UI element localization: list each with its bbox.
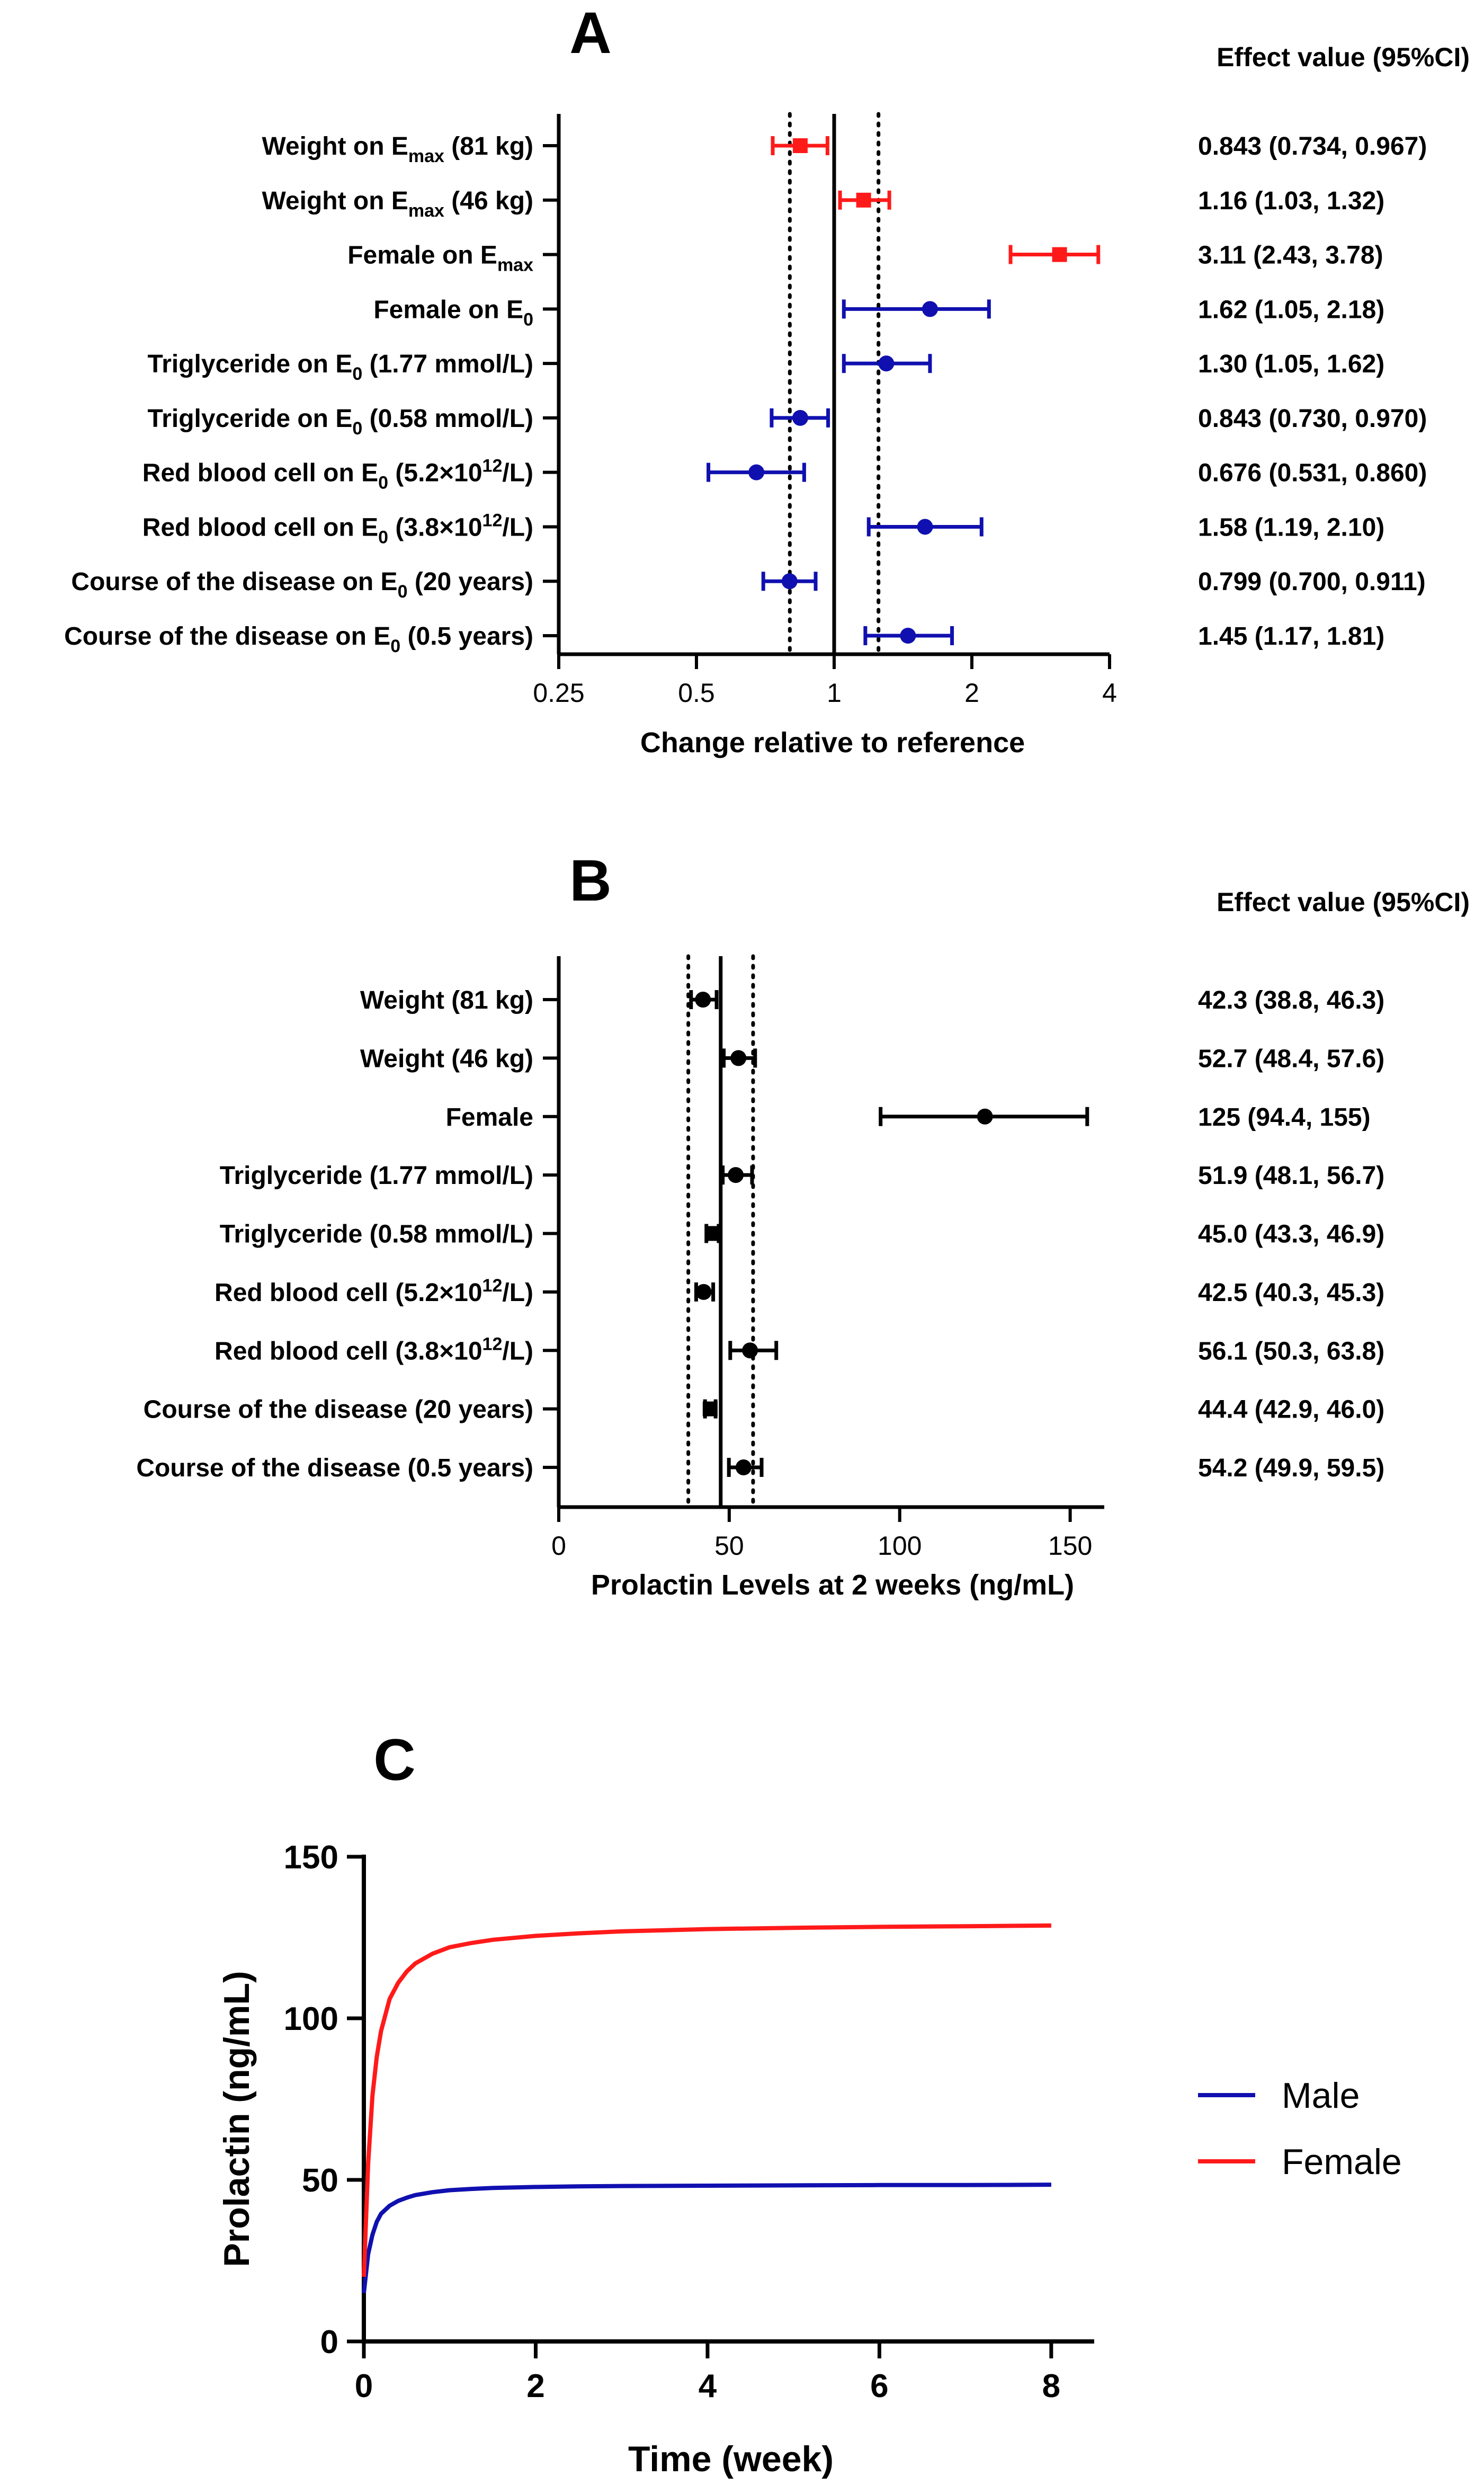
panel-a: A Effect value (95%CI) Change relative t… — [64, 1, 1470, 759]
effect-value-text: 125 (94.4, 155) — [1198, 1103, 1371, 1132]
row-label: Course of the disease on E0 (20 years) — [71, 568, 533, 602]
panel-c: C Time (week) Prolactin (ng/mL) 0 50 100 15… — [217, 1727, 1402, 2479]
x-tick-label: 4 — [699, 2368, 717, 2404]
point-square-marker — [792, 138, 808, 153]
row-label: Weight on Emax (81 kg) — [262, 132, 533, 166]
point-circle-marker — [900, 628, 916, 644]
row-label: Course of the disease (0.5 years) — [136, 1454, 533, 1482]
row-label: Weight (46 kg) — [360, 1045, 533, 1073]
x-tick-label: 6 — [870, 2368, 888, 2404]
x-tick-label: 1 — [827, 678, 842, 708]
row-label: Female on Emax — [347, 242, 533, 275]
panel-c-x-axis-label: Time (week) — [628, 2439, 834, 2479]
point-circle-marker — [735, 1459, 752, 1475]
panel-a-label: A — [569, 1, 611, 66]
effect-value-text: 0.676 (0.531, 0.860) — [1198, 459, 1427, 487]
point-circle-marker — [977, 1108, 993, 1125]
effect-value-text: 1.58 (1.19, 2.10) — [1198, 513, 1384, 541]
row-label: Course of the disease (20 years) — [144, 1396, 533, 1424]
point-circle-marker — [730, 1050, 747, 1066]
point-circle-marker — [695, 992, 711, 1008]
row-label: Weight on Emax (46 kg) — [262, 187, 533, 221]
panel-c-plot: 0 50 100 150 0 2 4 6 8 Male Female — [284, 1839, 1402, 2404]
y-tick-label: 50 — [302, 2162, 338, 2199]
point-circle-marker — [781, 573, 798, 590]
row-label: Triglyceride on E0 (1.77 mmol/L) — [148, 350, 533, 384]
point-circle-marker — [878, 355, 895, 372]
series-line-female — [362, 1923, 1051, 2277]
effect-value-text: 56.1 (50.3, 63.8) — [1198, 1337, 1384, 1365]
point-square-marker — [856, 192, 871, 208]
row-label: Red blood cell (5.2×1012/L) — [214, 1276, 533, 1307]
point-circle-marker — [922, 301, 938, 317]
x-tick-label: 0.5 — [678, 678, 715, 708]
effect-value-text: 51.9 (48.1, 56.7) — [1198, 1162, 1384, 1190]
panel-b: B Effect value (95%CI) Prolactin Levels … — [136, 848, 1470, 1601]
panel-b-label: B — [569, 848, 611, 913]
effect-value-text: 42.5 (40.3, 45.3) — [1198, 1279, 1384, 1307]
x-tick-label: 0 — [551, 1531, 566, 1561]
series-line-male — [362, 2183, 1051, 2293]
point-square-marker — [704, 1226, 720, 1241]
row-label: Red blood cell on E0 (5.2×1012/L) — [142, 456, 533, 493]
effect-value-text: 45.0 (43.3, 46.9) — [1198, 1221, 1384, 1249]
row-label: Triglyceride on E0 (0.58 mmol/L) — [148, 405, 533, 439]
row-label: Red blood cell (3.8×1012/L) — [214, 1334, 533, 1365]
x-tick-label: 8 — [1042, 2368, 1060, 2404]
row-label: Course of the disease on E0 (0.5 years) — [64, 622, 533, 656]
x-tick-label: 50 — [714, 1531, 744, 1561]
effect-value-text: 0.843 (0.734, 0.967) — [1198, 132, 1427, 161]
row-label: Triglyceride (1.77 mmol/L) — [220, 1162, 533, 1190]
effect-value-text: 52.7 (48.4, 57.6) — [1198, 1045, 1384, 1073]
panel-a-effect-header: Effect value (95%CI) — [1217, 42, 1470, 72]
row-label: Female — [446, 1103, 533, 1132]
panel-a-plot: 0.25 0.5 1 2 4 Weight on Emax (81 kg) 0.843 (0… — [64, 112, 1427, 708]
panel-c-y-axis-label: Prolactin (ng/mL) — [217, 1971, 257, 2267]
panel-a-x-axis-label: Change relative to reference — [640, 727, 1025, 759]
x-tick-label: 0.25 — [533, 678, 584, 708]
y-tick-label: 150 — [284, 1839, 338, 1876]
point-square-marker — [702, 1401, 718, 1417]
row-label: Weight (81 kg) — [360, 986, 533, 1014]
legend-label-female: Female — [1282, 2142, 1402, 2182]
point-circle-marker — [695, 1284, 712, 1300]
panel-c-label: C — [373, 1727, 415, 1793]
point-circle-marker — [748, 464, 765, 480]
point-circle-marker — [728, 1167, 744, 1183]
effect-value-text: 1.62 (1.05, 2.18) — [1198, 296, 1384, 324]
point-square-marker — [1052, 247, 1067, 262]
y-tick-label: 0 — [320, 2324, 338, 2361]
row-label: Red blood cell on E0 (3.8×1012/L) — [142, 510, 533, 547]
effect-value-text: 0.799 (0.700, 0.911) — [1198, 568, 1426, 596]
row-label: Triglyceride (0.58 mmol/L) — [220, 1221, 533, 1249]
effect-value-text: 44.4 (42.9, 46.0) — [1198, 1396, 1384, 1424]
y-tick-label: 100 — [284, 2001, 338, 2037]
effect-value-text: 0.843 (0.730, 0.970) — [1198, 405, 1427, 433]
x-tick-label: 4 — [1102, 678, 1117, 708]
effect-value-text: 42.3 (38.8, 46.3) — [1198, 986, 1384, 1014]
point-circle-marker — [742, 1342, 758, 1359]
effect-value-text: 54.2 (49.9, 59.5) — [1198, 1454, 1384, 1482]
effect-value-text: 1.16 (1.03, 1.32) — [1198, 187, 1384, 215]
effect-value-text: 1.45 (1.17, 1.81) — [1198, 622, 1384, 651]
row-label: Female on E0 — [373, 296, 533, 329]
panel-b-plot: 0 50 100 150 Weight (81 kg) 42.3 (38.8, 46.3)… — [136, 954, 1384, 1561]
x-tick-label: 0 — [355, 2368, 373, 2404]
point-circle-marker — [792, 409, 808, 426]
effect-value-text: 1.30 (1.05, 1.62) — [1198, 350, 1384, 378]
x-tick-label: 2 — [964, 678, 979, 708]
x-tick-label: 150 — [1048, 1531, 1092, 1561]
point-circle-marker — [917, 519, 933, 535]
legend-label-male: Male — [1282, 2076, 1360, 2116]
x-tick-label: 100 — [878, 1531, 922, 1561]
panel-b-x-axis-label: Prolactin Levels at 2 weeks (ng/mL) — [591, 1569, 1074, 1601]
effect-value-text: 3.11 (2.43, 3.78) — [1198, 242, 1383, 270]
panel-b-effect-header: Effect value (95%CI) — [1217, 887, 1470, 917]
x-tick-label: 2 — [526, 2368, 544, 2404]
